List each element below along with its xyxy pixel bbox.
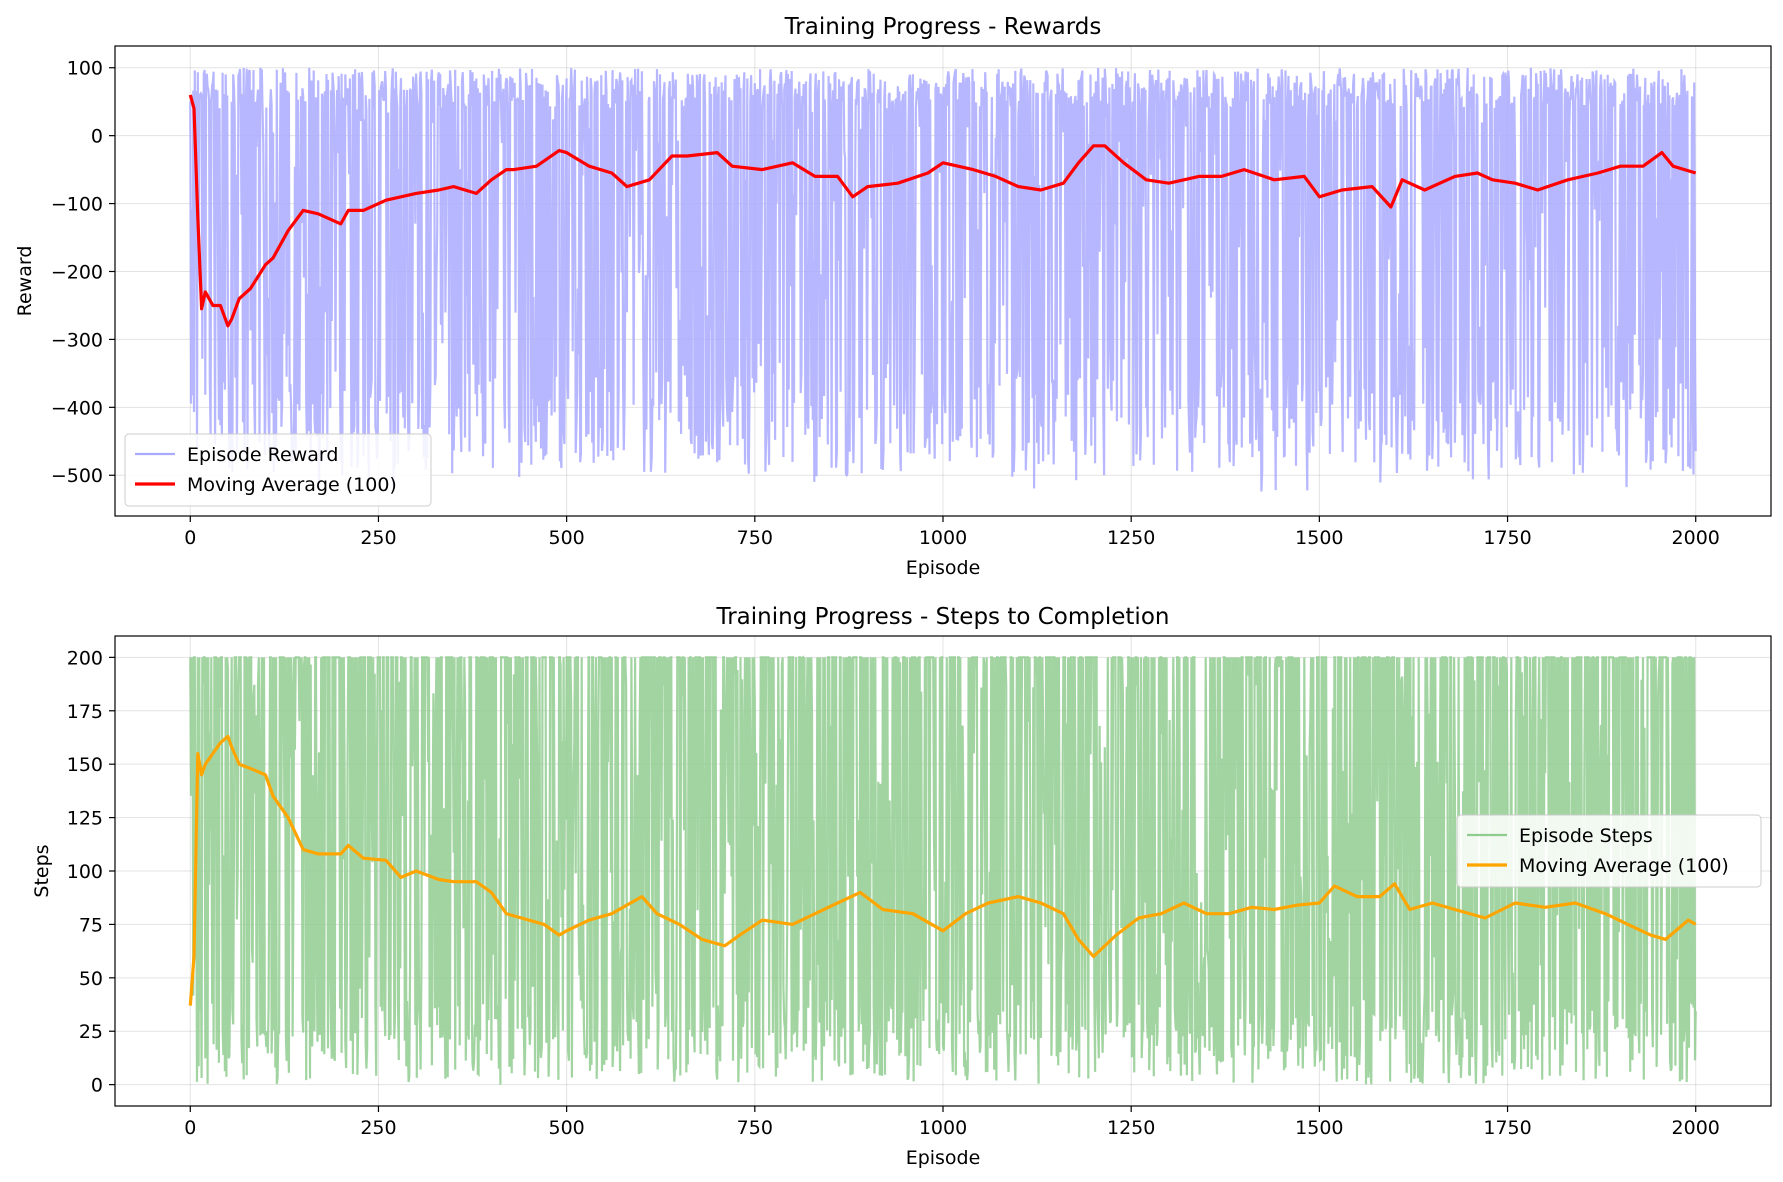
legend-box <box>1456 814 1762 888</box>
series-moving-average-line <box>188 94 1697 328</box>
y-tick-label: −400 <box>51 397 103 419</box>
x-tick-label: 500 <box>549 527 585 549</box>
subplot-2: 0 250 500 750 1000 1250 1500 1750 2000 0 25 50 75 100… <box>31 604 1772 1169</box>
x-tick-label: 1750 <box>1483 1117 1531 1139</box>
legend-label: Episode Steps <box>1519 825 1653 847</box>
y-tick-label: −300 <box>51 329 103 351</box>
x-tick-label: 250 <box>360 1117 396 1139</box>
x-tick-label: 1250 <box>1107 527 1155 549</box>
y-tick-label: 75 <box>79 914 103 936</box>
y-tick-label: 100 <box>67 58 103 80</box>
chart-title: Training Progress - Steps to Completion <box>716 604 1170 630</box>
legend-label: Episode Reward <box>187 444 338 466</box>
plot-area <box>188 67 1697 492</box>
y-tick-label: 175 <box>67 701 103 723</box>
x-tick-label: 0 <box>184 1117 196 1139</box>
y-tick-label: 200 <box>67 647 103 669</box>
y-tick-label: 50 <box>79 968 103 990</box>
y-tick-label: 25 <box>79 1021 103 1043</box>
y-tick-label: −100 <box>51 194 103 216</box>
x-tick-label: 500 <box>549 1117 585 1139</box>
y-axis-label: Steps <box>31 844 53 897</box>
x-tick-label: 0 <box>184 527 196 549</box>
legend-label: Moving Average (100) <box>1519 855 1729 877</box>
series-episode-line <box>189 67 1697 492</box>
subplot-1: 0 250 500 750 1000 1250 1500 1750 20001000−100−2… <box>14 14 1772 579</box>
x-tick-label: 1000 <box>919 527 967 549</box>
x-tick-label: 1250 <box>1107 1117 1155 1139</box>
y-tick-label: 150 <box>67 754 103 776</box>
legend: Episode Steps Moving Average (100) <box>1456 814 1762 888</box>
x-tick-label: 750 <box>737 527 773 549</box>
chart-title: Training Progress - Rewards <box>784 14 1102 40</box>
x-tick-label: 1000 <box>919 1117 967 1139</box>
y-tick-label: 125 <box>67 808 103 830</box>
y-tick-label: 100 <box>67 861 103 883</box>
legend: Episode Reward Moving Average (100) <box>124 433 432 507</box>
x-axis-label: Episode <box>906 557 981 579</box>
y-tick-label: −500 <box>51 465 103 487</box>
x-tick-label: 1750 <box>1483 527 1531 549</box>
x-tick-label: 250 <box>360 527 396 549</box>
x-axis-label: Episode <box>906 1147 981 1169</box>
x-tick-label: 2000 <box>1672 527 1720 549</box>
legend-label: Moving Average (100) <box>187 474 397 496</box>
y-tick-label: 0 <box>91 1075 103 1097</box>
x-tick-label: 1500 <box>1295 1117 1343 1139</box>
x-tick-label: 1500 <box>1295 527 1343 549</box>
legend-box <box>124 433 432 507</box>
y-tick-label: −200 <box>51 261 103 283</box>
series-moving-average-line <box>188 734 1697 1006</box>
plot-area <box>188 655 1697 1085</box>
y-axis-label: Reward <box>14 246 36 317</box>
x-tick-label: 750 <box>737 1117 773 1139</box>
y-tick-label: 0 <box>91 126 103 148</box>
x-tick-label: 2000 <box>1672 1117 1720 1139</box>
series-episode-line <box>189 655 1697 1085</box>
